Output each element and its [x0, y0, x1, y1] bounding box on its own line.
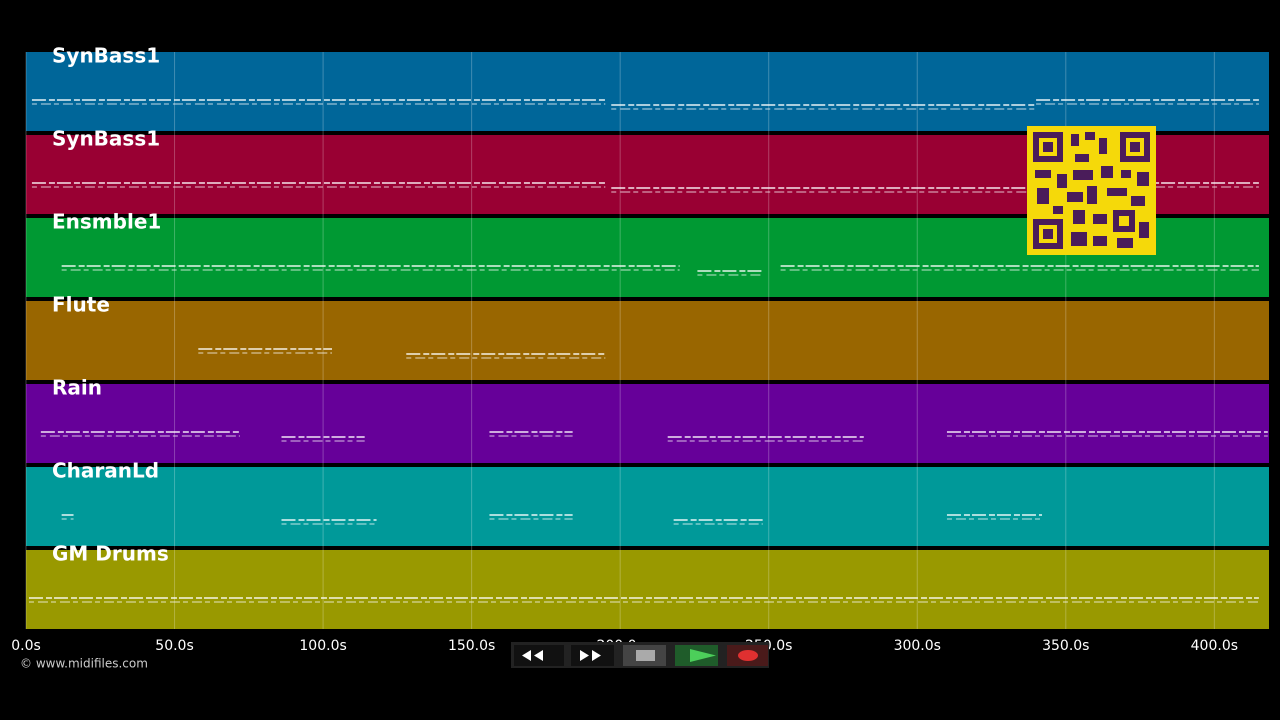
track-lane [26, 550, 1269, 629]
fast-forward-button[interactable] [571, 645, 614, 666]
play-button[interactable] [675, 645, 718, 666]
track-name: GM Drums [52, 542, 169, 566]
x-tick-label: 300.0s [894, 638, 941, 654]
x-tick-label: 0.0s [11, 638, 41, 654]
track-lane [26, 467, 1269, 546]
x-tick-label: 100.0s [299, 638, 346, 654]
track-name: CharanLd [52, 459, 159, 483]
track-name: SynBass1 [52, 44, 160, 68]
notes [28, 99, 1268, 603]
track-lane [26, 301, 1269, 380]
grid [25, 52, 1215, 629]
labels: SynBass1 SynBass1 Ensmble1 Flute Rain CharanL… [11, 44, 1238, 655]
record-button[interactable] [727, 645, 768, 666]
credit: © www.midifiles.com [20, 657, 148, 671]
track-name: Ensmble1 [52, 210, 161, 234]
x-tick-label: 350.0s [1042, 638, 1089, 654]
track-lane [26, 384, 1269, 463]
x-tick-label: 50.0s [155, 638, 193, 654]
transport [511, 642, 769, 668]
track-name: Flute [52, 293, 110, 317]
rewind-button[interactable] [514, 645, 564, 666]
stop-button[interactable] [623, 645, 666, 666]
track-name: SynBass1 [52, 127, 160, 151]
qr-code [1027, 126, 1156, 255]
track-name: Rain [52, 376, 102, 400]
track-lane [26, 52, 1269, 131]
x-tick-label: 150.0s [448, 638, 495, 654]
x-tick-label: 400.0s [1191, 638, 1238, 654]
